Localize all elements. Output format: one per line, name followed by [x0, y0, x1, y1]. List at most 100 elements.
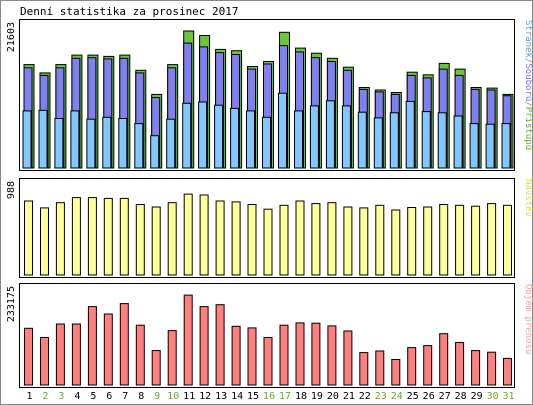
bar: [327, 202, 337, 276]
x-tick-label: 30: [487, 391, 499, 402]
bar: [503, 357, 512, 386]
bar: [279, 204, 289, 276]
x-tick-label: 4: [74, 391, 80, 402]
bar: [247, 327, 257, 386]
legend-entry: Přístupů: [523, 107, 533, 150]
x-tick-label: 1: [26, 391, 32, 402]
panel-legend: Stránek/Souborů/Přístupů: [523, 20, 533, 150]
x-tick-label: 20: [327, 391, 339, 402]
bar: [471, 350, 481, 386]
y-max-label: 988: [6, 181, 17, 199]
legend-entry: Objem přenosu: [523, 284, 533, 354]
bar: [407, 207, 417, 276]
bar: [279, 324, 289, 386]
bar: [405, 100, 415, 169]
bar: [391, 359, 401, 386]
bar: [295, 322, 305, 386]
bar: [183, 193, 193, 276]
bar: [487, 351, 497, 386]
legend-entry: /: [523, 101, 533, 106]
bar: [455, 342, 465, 386]
x-tick-label: 2: [42, 391, 48, 402]
x-tick-label: 11: [183, 391, 195, 402]
bar: [215, 304, 225, 386]
bar: [230, 107, 240, 169]
bar: [359, 352, 369, 386]
bar: [294, 110, 303, 169]
bar: [135, 204, 145, 276]
x-tick-label: 9: [154, 391, 160, 402]
legend-entry: Stránek: [523, 20, 533, 59]
bar: [55, 323, 65, 386]
bar: [373, 117, 383, 169]
bar: [247, 204, 257, 276]
bar: [167, 202, 177, 276]
bar: [343, 330, 353, 386]
bar: [71, 197, 81, 276]
chart-title: Denní statistika za prosinec 2017: [20, 5, 239, 18]
x-axis-labels: 1 2 3 4 5 6 7 8 9 10 11 12 13 14 15 16 17 18 19 20 21 22 23 24 2…: [26, 391, 514, 402]
legend-entry: /: [523, 58, 533, 63]
x-tick-label: 31: [502, 391, 514, 402]
bar: [453, 115, 463, 169]
bar: [263, 208, 273, 276]
panel-legend: Objem přenosu: [523, 284, 533, 354]
bar: [359, 207, 369, 276]
x-tick-label: 24: [391, 391, 403, 402]
bar: [327, 325, 337, 386]
bar: [151, 206, 161, 276]
panel-frame: [19, 283, 515, 388]
legend-entry: Návštěv: [523, 179, 533, 217]
x-tick-label: 10: [167, 391, 179, 402]
bar: [439, 333, 449, 386]
bar: [135, 324, 145, 386]
x-tick-label: 8: [138, 391, 144, 402]
bar: [246, 110, 255, 169]
bar: [151, 350, 161, 386]
bar: [311, 322, 321, 386]
bar: [407, 347, 417, 386]
panel-3: 233175 Objem přenosu: [6, 283, 533, 388]
x-tick-label: 23: [375, 391, 387, 402]
bar: [198, 101, 208, 169]
bar: [231, 325, 241, 386]
x-tick-label: 13: [215, 391, 227, 402]
bar: [357, 111, 367, 169]
x-tick-label: 27: [439, 391, 451, 402]
bar: [469, 123, 479, 169]
x-tick-label: 25: [407, 391, 419, 402]
bar: [214, 104, 224, 169]
bar: [503, 204, 512, 276]
bar: [215, 200, 225, 276]
bar: [71, 323, 81, 386]
x-tick-label: 28: [455, 391, 467, 402]
x-tick-label: 18: [295, 391, 307, 402]
bar: [118, 118, 128, 169]
x-tick-label: 5: [90, 391, 96, 402]
bar: [134, 123, 144, 169]
bar: [55, 202, 65, 276]
bar: [437, 112, 447, 169]
legend-entry: Souborů: [523, 63, 533, 101]
bar: [103, 313, 113, 386]
bar: [150, 135, 160, 169]
bar: [87, 197, 97, 276]
bar: [485, 123, 495, 169]
panel-frame: [19, 19, 515, 171]
bar: [40, 337, 49, 386]
bar: [471, 205, 481, 276]
bar: [375, 204, 385, 276]
x-tick-label: 16: [263, 391, 275, 402]
bar: [309, 105, 319, 169]
bar: [263, 337, 273, 386]
bar: [455, 204, 465, 276]
bar: [311, 203, 321, 276]
bar: [199, 194, 209, 276]
bar: [501, 123, 511, 169]
bar: [24, 200, 33, 276]
panel-legend: Návštěv: [523, 179, 533, 217]
bar: [54, 118, 64, 169]
bar: [278, 92, 287, 169]
bar: [87, 306, 97, 386]
